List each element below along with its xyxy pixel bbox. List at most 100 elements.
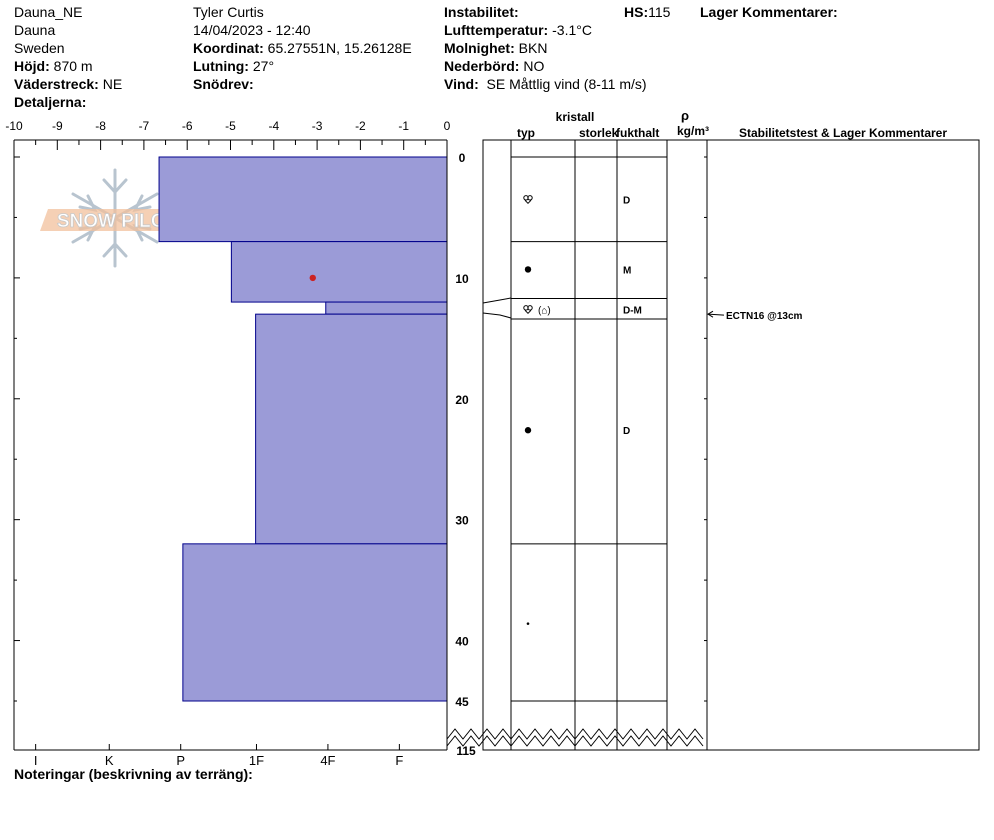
hardness-label: 4F: [320, 753, 335, 768]
coord-value: 65.27551N, 15.26128E: [267, 40, 412, 56]
hardness-label: I: [34, 753, 38, 768]
airtemp-label: Lufttemperatur:: [444, 22, 549, 38]
grain-faceted-icon: [523, 305, 533, 315]
temp-tick-label: -10: [5, 119, 23, 133]
coordinates: Koordinat: 65.27551N, 15.26128E: [193, 39, 412, 57]
slope: Lutning: 27°: [193, 57, 274, 75]
depth-label: 10: [455, 272, 469, 286]
precip-value: NO: [523, 58, 545, 74]
country-name: Sweden: [14, 40, 65, 56]
column-crystal: kristall: [556, 110, 595, 124]
elevation: Höjd: 870 m: [14, 57, 93, 75]
area-name: Dauna: [14, 22, 56, 38]
column-rho: ρ: [681, 108, 689, 123]
elevation-value: 870 m: [53, 58, 93, 74]
precip-label: Nederbörd:: [444, 58, 520, 74]
snowpilot-logo: SNOW PILOT: [40, 168, 195, 268]
column-type: typ: [517, 126, 535, 140]
sky-value: BKN: [518, 40, 548, 56]
wind: Vind: SE Måttlig vind (8-11 m/s): [444, 75, 647, 93]
grain-rounded-icon: [524, 266, 532, 273]
snow-drift: Snödrev:: [193, 75, 254, 93]
temp-tick-label: -3: [312, 119, 323, 133]
column-stability: Stabilitetstest & Lager Kommentarer: [739, 126, 947, 140]
hardness-label: 1F: [249, 753, 264, 768]
aspect-label: Väderstreck:: [14, 76, 99, 92]
sky-cover: Molnighet: BKN: [444, 39, 547, 57]
details: Detaljerna:: [14, 93, 86, 111]
air-temperature: Lufttemperatur: -3.1°C: [444, 21, 592, 39]
hardness-bar: [182, 543, 448, 702]
stability-arrowhead: [707, 310, 714, 318]
hardness-bar: [230, 241, 448, 303]
temp-tick-label: -7: [139, 119, 150, 133]
layer-moisture: D-M: [623, 305, 642, 316]
temp-tick-label: -1: [398, 119, 409, 133]
column-density: kg/m³: [677, 124, 709, 138]
site-name: Dauna_NE: [14, 4, 83, 20]
temp-tick-label: -4: [268, 119, 279, 133]
depth-label: 20: [455, 393, 469, 407]
temp-tick-label: -5: [225, 119, 236, 133]
hardness-bar: [325, 301, 448, 315]
temp-tick-label: -9: [52, 119, 63, 133]
wind-value: SE Måttlig vind (8-11 m/s): [486, 76, 647, 92]
depth-label: 30: [455, 514, 469, 528]
hardness-bar: [158, 156, 448, 243]
grain-rounded-icon: [524, 427, 532, 434]
snow-height: HS:115: [624, 3, 670, 21]
wind-label: Vind:: [444, 76, 479, 92]
temp-tick-label: -6: [182, 119, 193, 133]
hardness-temperature-panel: -10 -9 -8 -7 -6 -5 -4 -3 -2 -1 0I K P 1F 4F F0102030404…: [5, 119, 476, 768]
layer-moisture: M: [623, 265, 631, 276]
temp-tick-label: 0: [444, 119, 451, 133]
temp-tick-label: -8: [95, 119, 106, 133]
stability-test-label: ECTN16 @13cm: [726, 311, 803, 322]
precipitation: Nederbörd: NO: [444, 57, 544, 75]
temperature-point: [309, 274, 316, 282]
hardness-label: F: [395, 753, 403, 768]
airtemp-value: -3.1°C: [552, 22, 592, 38]
observation-datetime: 14/04/2023 - 12:40: [193, 22, 311, 38]
details-label: Detaljerna:: [14, 94, 87, 110]
depth-bottom-label: 115: [456, 744, 476, 758]
instability-label: Instabilitet:: [444, 4, 519, 20]
grain-faceted-icon: [523, 195, 533, 205]
stability-arrow: [707, 313, 725, 316]
column-moisture: fukthalt: [616, 126, 659, 140]
depth-label: 0: [459, 151, 466, 165]
aspect-value: NE: [102, 76, 123, 92]
hardness-label: K: [105, 753, 114, 768]
hardness-label: P: [176, 753, 185, 768]
boundary-connector: [482, 297, 512, 304]
depth-break-zigzag: [446, 735, 704, 747]
layer-moisture: D: [623, 426, 630, 437]
hardness-bar: [255, 313, 448, 545]
notes-label: Noteringar (beskrivning av terräng):: [14, 766, 253, 782]
grain-small-icon: [526, 622, 530, 625]
depth-label: 40: [455, 635, 469, 649]
observer-name: Tyler Curtis: [193, 4, 264, 20]
slope-label: Lutning:: [193, 58, 249, 74]
details-frame: [482, 139, 980, 751]
drift-label: Snödrev:: [193, 76, 254, 92]
instability: Instabilitet:: [444, 3, 519, 21]
logo-text: SNOW PILOT: [57, 211, 178, 232]
temp-tick-label: -2: [355, 119, 366, 133]
aspect: Väderstreck: NE: [14, 75, 122, 93]
depth-break-zigzag: [446, 728, 704, 740]
hs-value: 115: [648, 4, 671, 20]
hs-label: HS:: [624, 4, 649, 20]
sky-label: Molnighet:: [444, 40, 515, 56]
coord-label: Koordinat:: [193, 40, 264, 56]
slope-value: 27°: [252, 58, 275, 74]
depth-label: 45: [455, 695, 469, 709]
elevation-label: Höjd:: [14, 58, 50, 74]
layer-moisture: D: [623, 195, 630, 206]
column-size: storlek: [579, 126, 619, 140]
boundary-connector: [482, 312, 512, 319]
layer-comments-header: Lager Kommentarer:: [700, 4, 838, 20]
grain-secondary: (⌂): [538, 305, 551, 316]
